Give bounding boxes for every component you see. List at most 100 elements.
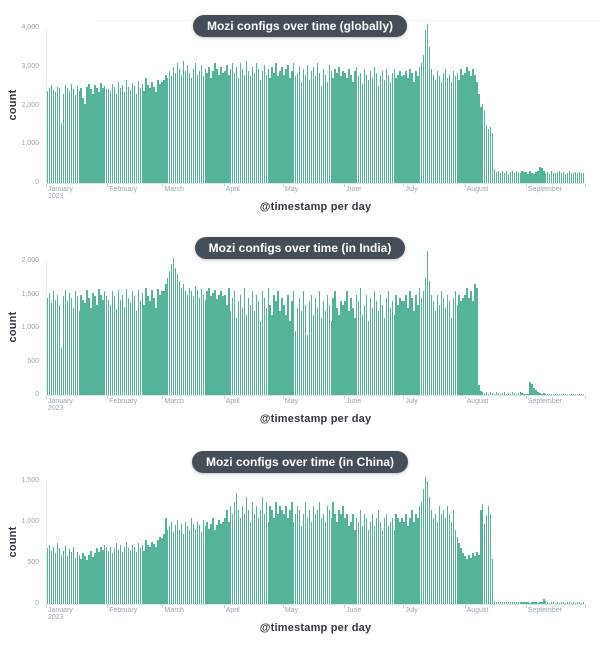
bar [551, 394, 553, 395]
chart-title-row: Mozi configs over time (in China) [0, 451, 600, 473]
bar [228, 287, 230, 395]
bar [78, 90, 80, 183]
bar [413, 311, 415, 395]
bar [241, 307, 244, 395]
bar [224, 517, 226, 604]
bar [537, 602, 539, 604]
bar [379, 294, 382, 395]
bar [354, 70, 356, 183]
bar [576, 172, 578, 183]
bar [222, 295, 224, 395]
bar [243, 287, 246, 395]
bar [257, 517, 260, 604]
bar [336, 307, 338, 395]
bar [507, 173, 510, 183]
bar [531, 602, 533, 604]
bar [448, 301, 450, 395]
bar [232, 62, 234, 183]
bar [289, 78, 291, 183]
bar [466, 558, 468, 604]
bar [346, 513, 348, 604]
bar [210, 523, 212, 604]
bar [338, 509, 340, 604]
bar [212, 517, 214, 604]
bar [482, 503, 484, 604]
bar [551, 171, 553, 183]
bar [92, 557, 94, 604]
x-axis: January 2023 February March April May June July… [46, 183, 586, 200]
bar [462, 553, 464, 604]
bar [478, 93, 480, 183]
bar [214, 530, 216, 604]
bar [86, 86, 88, 183]
bar [295, 331, 297, 395]
bar [58, 304, 61, 395]
bar [261, 497, 263, 604]
bar [239, 294, 242, 395]
bar [289, 509, 291, 604]
bar [80, 294, 82, 395]
bar [515, 171, 517, 183]
bar [52, 546, 55, 604]
bar [450, 82, 452, 183]
bar [119, 299, 122, 395]
bar [285, 505, 287, 604]
bar [90, 307, 92, 395]
bar [462, 74, 464, 183]
bar [446, 78, 449, 183]
bar [375, 517, 378, 604]
bar [188, 72, 191, 183]
bar [428, 47, 431, 183]
bar [167, 78, 169, 183]
bar [115, 543, 118, 604]
bar [84, 556, 86, 604]
bar [403, 522, 405, 604]
bar [525, 602, 527, 604]
bar [387, 526, 389, 604]
bar [218, 74, 220, 183]
bar [397, 517, 399, 604]
bar [564, 602, 567, 604]
bar [537, 392, 539, 395]
bar [497, 170, 500, 183]
bar [568, 601, 571, 604]
bar [251, 66, 254, 183]
bar [560, 394, 563, 395]
bar [517, 393, 519, 395]
bar [523, 171, 525, 183]
bar [108, 299, 110, 395]
bar [570, 172, 573, 183]
bar [200, 531, 202, 604]
bar [198, 70, 200, 183]
bar [511, 392, 513, 395]
bar [582, 394, 584, 395]
bar [482, 103, 484, 183]
bar [237, 509, 240, 604]
bar [442, 72, 445, 183]
bar [64, 545, 67, 604]
bar [562, 393, 565, 395]
bar [176, 62, 179, 183]
bar [472, 301, 474, 395]
bar [306, 517, 309, 604]
bar [356, 294, 358, 395]
bar [52, 291, 55, 395]
bar [318, 501, 321, 604]
bar [180, 287, 183, 395]
bar [462, 297, 464, 395]
bar [466, 66, 468, 183]
bar [94, 85, 96, 183]
x-tick [403, 184, 405, 187]
bar [470, 291, 472, 395]
x-tick [107, 605, 109, 608]
bar [448, 513, 450, 604]
bar [316, 509, 319, 604]
bar [476, 82, 478, 183]
bar [102, 549, 104, 604]
bar [460, 301, 462, 395]
bar [192, 523, 195, 604]
bar [299, 509, 301, 604]
bar [367, 321, 370, 395]
bar [171, 522, 173, 604]
bar [389, 307, 391, 395]
